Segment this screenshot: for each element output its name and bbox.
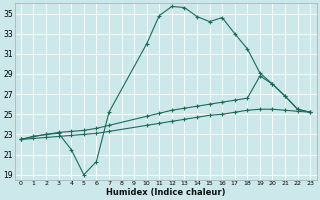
X-axis label: Humidex (Indice chaleur): Humidex (Indice chaleur) bbox=[106, 188, 225, 197]
